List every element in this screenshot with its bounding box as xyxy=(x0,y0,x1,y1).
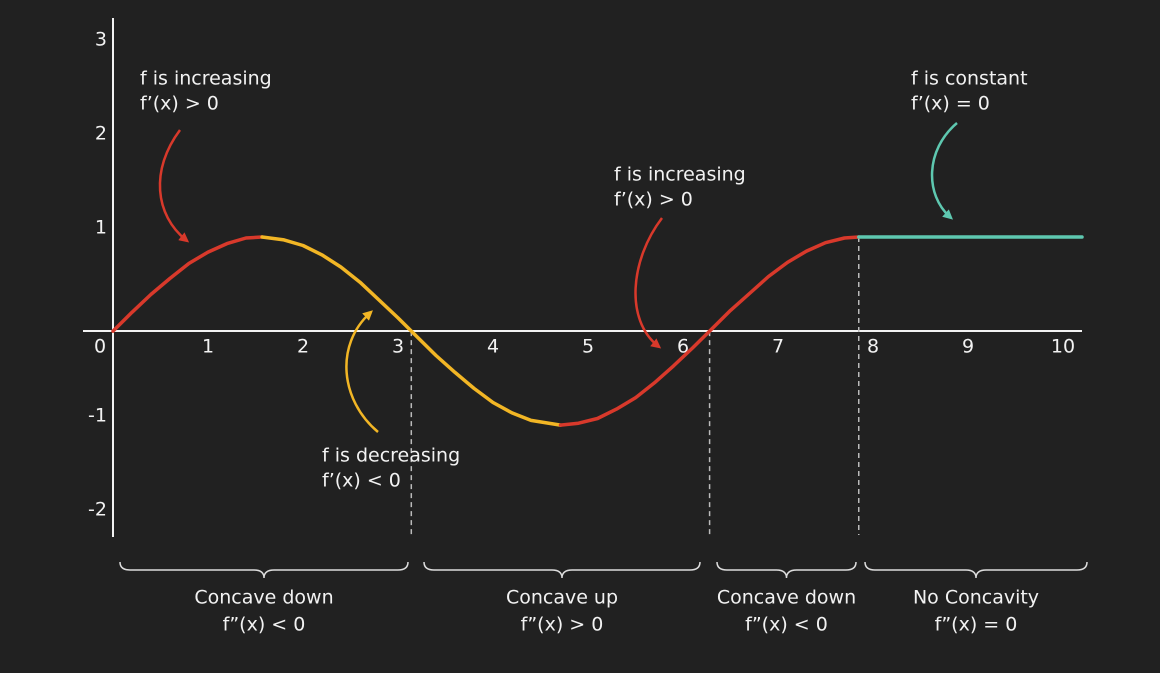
region-label: Concave down xyxy=(717,587,856,609)
annotation-arrow xyxy=(634,217,663,349)
annotation-text: f is constant xyxy=(911,68,1028,90)
annotation-arrow xyxy=(158,129,190,243)
curve-segment xyxy=(260,235,563,427)
annotation-arrow xyxy=(345,310,379,433)
brace xyxy=(423,561,701,579)
region-label: f”(x) > 0 xyxy=(521,614,604,636)
region-label: Concave up xyxy=(506,587,618,609)
x-tick-label: 3 xyxy=(392,336,404,358)
region-label: Concave down xyxy=(194,587,333,609)
curve-segment xyxy=(111,235,264,333)
region-label: f”(x) = 0 xyxy=(935,614,1018,636)
x-tick-label: 9 xyxy=(962,336,974,358)
brace xyxy=(716,561,857,579)
annotation-text: f’(x) > 0 xyxy=(140,93,219,115)
region-label: f”(x) < 0 xyxy=(745,614,828,636)
region-label: f”(x) < 0 xyxy=(223,614,306,636)
annotation-text: f’(x) = 0 xyxy=(911,93,990,115)
y-tick-label: 1 xyxy=(95,217,107,239)
y-tick-label: -2 xyxy=(88,499,107,521)
annotation-text: f is decreasing xyxy=(322,445,460,467)
y-tick-label: 2 xyxy=(95,123,107,145)
x-tick-label: 4 xyxy=(487,336,499,358)
y-tick-label: 3 xyxy=(95,28,107,50)
annotation-text: f’(x) < 0 xyxy=(322,470,401,492)
annotation-text: f’(x) > 0 xyxy=(614,189,693,211)
x-tick-label: 5 xyxy=(582,336,594,358)
x-tick-label: 8 xyxy=(867,336,879,358)
x-tick-label: 1 xyxy=(202,336,214,358)
x-tick-label: 7 xyxy=(772,336,784,358)
region-label: No Concavity xyxy=(913,587,1039,609)
annotation-text: f is increasing xyxy=(140,68,272,90)
annotation-arrow xyxy=(930,122,958,220)
curve-segment xyxy=(558,235,861,427)
x-tick-label: 10 xyxy=(1051,336,1075,358)
brace xyxy=(119,561,409,579)
x-tick-label: 0 xyxy=(94,336,106,358)
brace xyxy=(864,561,1088,579)
x-tick-label: 2 xyxy=(297,336,309,358)
y-tick-label: -1 xyxy=(88,405,107,427)
annotation-text: f is increasing xyxy=(614,164,746,186)
